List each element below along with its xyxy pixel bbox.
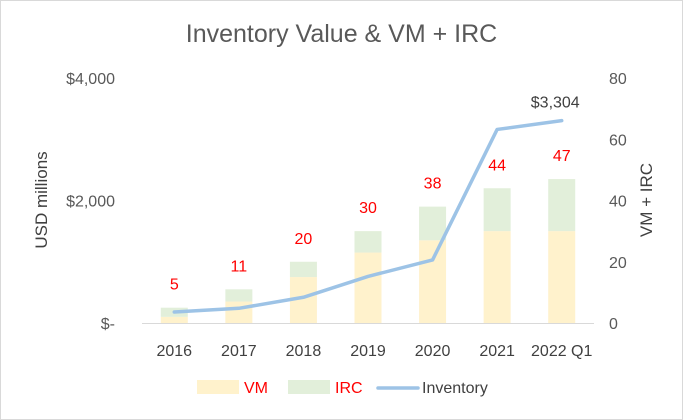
bar-irc (419, 206, 447, 241)
legend-label-irc: IRC (335, 380, 363, 397)
y-tick-label-right: 0 (609, 316, 618, 333)
bar-vm (160, 316, 188, 323)
y-tick-label-left: $- (101, 316, 115, 333)
y-tick-label-right: 40 (609, 194, 627, 211)
bar-vm (419, 240, 447, 323)
legend-swatch-irc (288, 380, 330, 394)
x-tick-label: 2021 (479, 343, 515, 360)
y-tick-label-right: 80 (609, 71, 627, 88)
y-tick-label-right: 20 (609, 255, 627, 272)
bar-vm (225, 301, 253, 323)
y-tick-label-left: $4,000 (66, 71, 115, 88)
bar-irc (483, 188, 511, 232)
inventory-end-label: $3,304 (531, 95, 580, 112)
bar-vm (548, 231, 576, 323)
bar-irc (225, 289, 253, 302)
data-label-total: 11 (231, 258, 248, 275)
y-tick-label-right: 60 (609, 132, 627, 149)
legend-label-inventory: Inventory (422, 380, 488, 397)
bar-vm (483, 231, 511, 323)
x-tick-label: 2016 (156, 343, 192, 360)
bar-irc (354, 231, 382, 253)
y-tick-label-left: $2,000 (66, 194, 115, 211)
legend-label-vm: VM (244, 380, 268, 397)
data-label-total: 47 (553, 148, 571, 165)
bar-vm (354, 252, 382, 323)
x-tick-label: 2022 Q1 (531, 343, 592, 360)
x-tick-label: 2019 (350, 343, 386, 360)
data-label-total: 38 (424, 176, 442, 193)
x-tick-label: 2018 (286, 343, 322, 360)
bar-irc (548, 179, 576, 232)
chart-title: Inventory Value & VM + IRC (185, 20, 498, 48)
bar-irc (289, 261, 317, 278)
data-label-total: 30 (359, 200, 377, 217)
data-label-total: 44 (488, 157, 506, 174)
x-tick-label: 2017 (221, 343, 257, 360)
data-label-total: 20 (295, 231, 313, 248)
x-tick-label: 2020 (415, 343, 451, 360)
inventory-line (172, 118, 564, 314)
legend-swatch-vm (197, 380, 239, 394)
data-label-total: 5 (170, 277, 179, 294)
